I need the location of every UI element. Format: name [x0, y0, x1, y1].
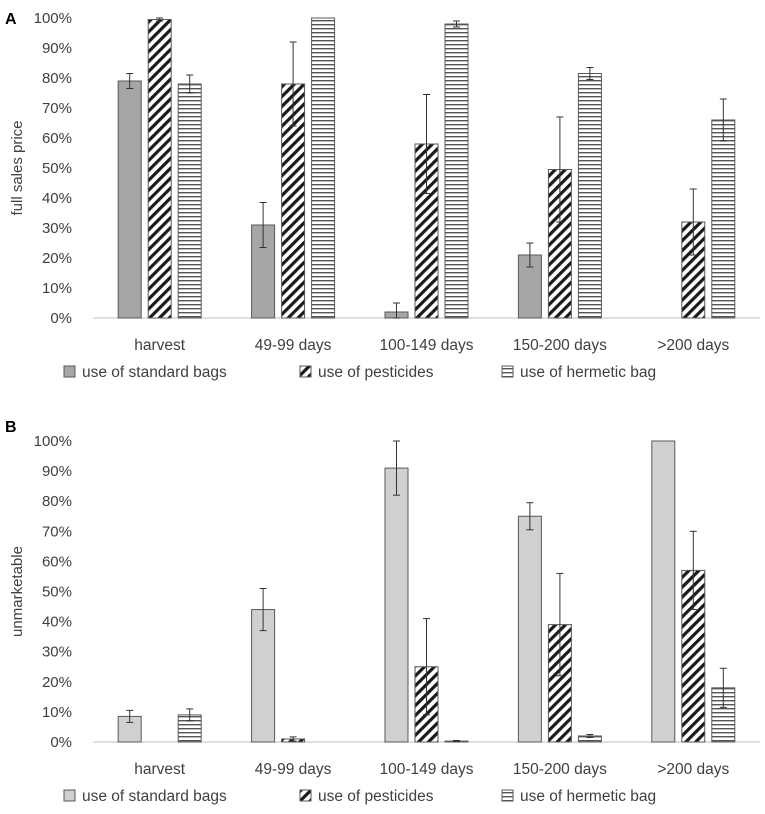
y-tick-label: 30% [42, 220, 72, 237]
y-tick-label: 80% [42, 493, 72, 510]
y-tick-label: 40% [42, 190, 72, 207]
y-tick-label: 100% [34, 10, 72, 27]
x-category-label: harvest [134, 761, 186, 778]
y-tick-label: 70% [42, 523, 72, 540]
y-tick-label: 90% [42, 463, 72, 480]
x-category-label: 100-149 days [380, 337, 474, 354]
y-tick-label: 100% [34, 433, 72, 450]
y-tick-label: 60% [42, 553, 72, 570]
x-category-label: 150-200 days [513, 337, 607, 354]
y-axis-title: unmarketable [9, 546, 26, 637]
legend-label: use of standard bags [82, 364, 227, 381]
legend-swatch-horizontal [501, 789, 514, 802]
y-tick-label: 90% [42, 40, 72, 57]
y-tick-label: 50% [42, 160, 72, 177]
y-tick-label: 20% [42, 250, 72, 267]
legend-label: use of hermetic bag [520, 788, 656, 805]
x-category-label: harvest [134, 337, 186, 354]
y-tick-label: 20% [42, 674, 72, 691]
bar-solid-light [517, 515, 542, 743]
y-tick-label: 80% [42, 70, 72, 87]
legend-swatch-diagonal [299, 365, 312, 378]
x-category-label: >200 days [657, 337, 729, 354]
legend-label: use of hermetic bag [520, 364, 656, 381]
y-tick-label: 50% [42, 584, 72, 601]
legend-label: use of standard bags [82, 788, 227, 805]
y-tick-label: 0% [50, 310, 72, 327]
x-category-label: 49-99 days [255, 337, 332, 354]
bar-horizontal [311, 17, 336, 319]
panel-letter-b: B [5, 419, 17, 436]
bar-solid-light [384, 467, 409, 743]
bar-horizontal [577, 73, 602, 319]
bar-horizontal [711, 119, 736, 319]
y-tick-label: 60% [42, 130, 72, 147]
x-category-label: 150-200 days [513, 761, 607, 778]
legend-swatch-solid-light [63, 789, 76, 802]
y-axis-title: full sales price [9, 120, 26, 215]
bar-horizontal [177, 83, 202, 319]
y-tick-label: 0% [50, 734, 72, 751]
y-tick-label: 70% [42, 100, 72, 117]
bar-solid-light [651, 440, 676, 743]
y-tick-label: 40% [42, 614, 72, 631]
x-category-label: >200 days [657, 761, 729, 778]
x-category-label: 49-99 days [255, 761, 332, 778]
y-tick-label: 30% [42, 644, 72, 661]
legend-label: use of pesticides [318, 364, 434, 381]
panel-letter-a: A [5, 11, 17, 28]
y-tick-label: 10% [42, 280, 72, 297]
legend-swatch-solid-dark [63, 365, 76, 378]
x-category-label: 100-149 days [380, 761, 474, 778]
bar-horizontal [444, 23, 469, 319]
legend-label: use of pesticides [318, 788, 434, 805]
legend-swatch-horizontal [501, 365, 514, 378]
legend-swatch-diagonal [299, 789, 312, 802]
bar-diagonal [147, 19, 172, 319]
bar-solid-dark [117, 80, 142, 319]
y-tick-label: 10% [42, 704, 72, 721]
